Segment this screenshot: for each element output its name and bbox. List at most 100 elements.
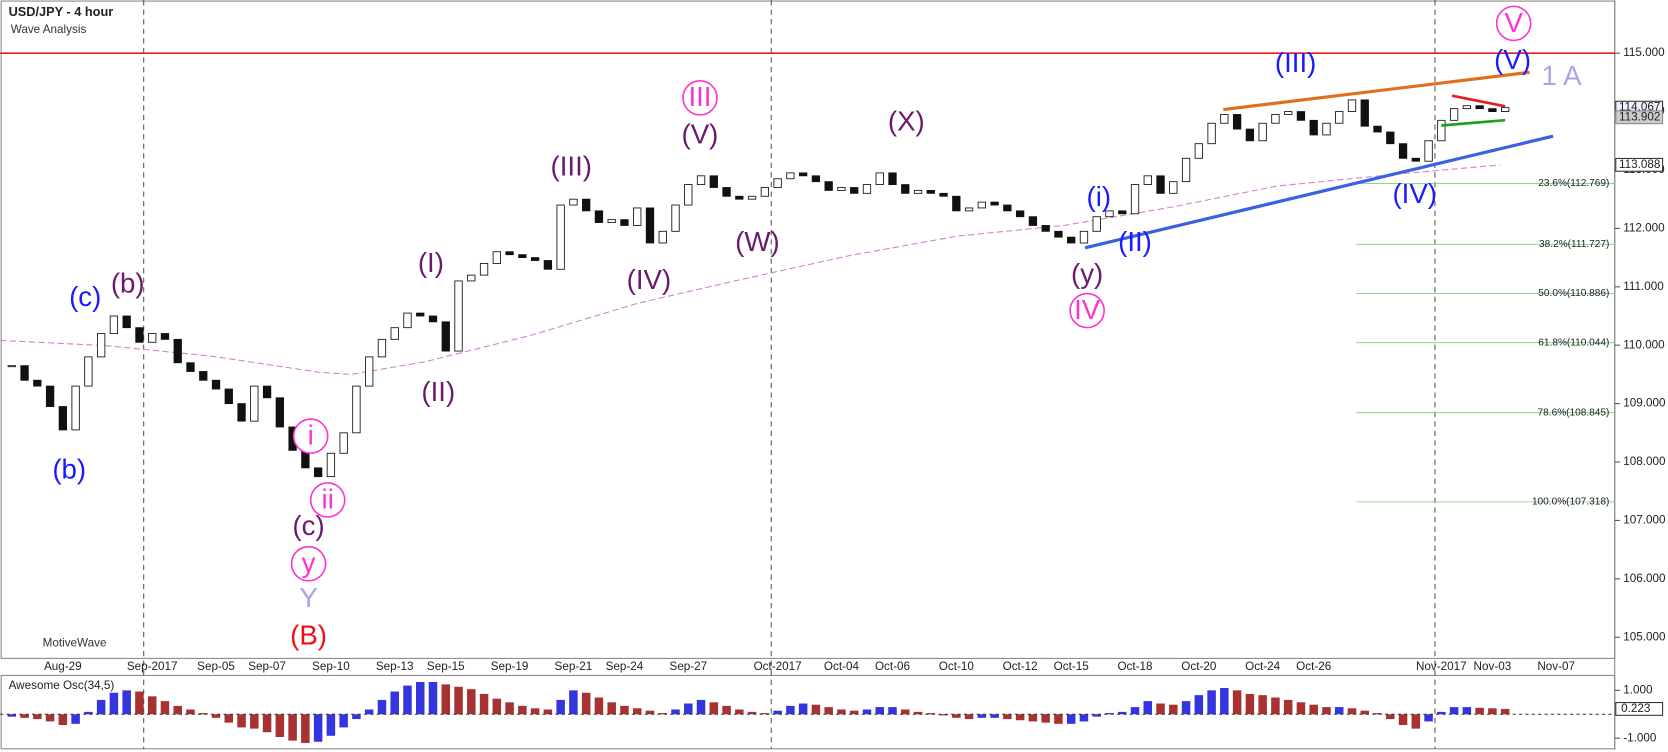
wave-label: (b) (111, 267, 145, 298)
candle (237, 403, 246, 422)
wave-label: (II) (421, 376, 455, 407)
osc-bar (173, 705, 182, 715)
candle (122, 315, 131, 329)
candle (1296, 111, 1306, 121)
wave-label: V (1504, 7, 1523, 38)
osc-bar (671, 709, 680, 715)
osc-bar (199, 713, 208, 715)
candle (71, 385, 80, 431)
osc-bar (569, 690, 578, 715)
x-tick-label: Sep-27 (669, 660, 707, 673)
osc-bar (607, 702, 616, 715)
candle (1462, 105, 1472, 110)
x-tick-label: Sep-07 (248, 660, 286, 673)
candle (1488, 108, 1497, 112)
osc-bar (824, 707, 833, 715)
candle (1067, 236, 1076, 244)
candle (1437, 119, 1446, 142)
osc-bar (862, 709, 872, 715)
osc-bar (939, 714, 948, 716)
wave-label: (c) (69, 281, 101, 312)
fib-label: 50.0%(110.886) (1538, 288, 1609, 299)
candle (671, 204, 680, 232)
candle (1118, 210, 1127, 215)
osc-bar (505, 702, 514, 715)
osc-bar (492, 698, 502, 715)
candle (199, 371, 208, 381)
osc-bar (390, 691, 399, 715)
osc-bar (926, 713, 936, 715)
candle (824, 181, 833, 191)
candle (1347, 99, 1357, 112)
candle (45, 385, 55, 407)
osc-bar (288, 714, 297, 741)
candle (582, 198, 591, 212)
osc-bar (952, 714, 961, 718)
x-tick-label: Nov-2017 (1416, 660, 1467, 673)
osc-bar (301, 714, 310, 743)
candle (1411, 157, 1420, 162)
candle (901, 184, 910, 194)
osc-bar (1117, 711, 1127, 715)
osc-bar (1003, 714, 1012, 720)
osc-bar (1041, 714, 1050, 723)
osc-bar (45, 714, 55, 722)
current-value-label: 0.223 (1621, 702, 1650, 715)
osc-bar (352, 714, 361, 720)
wave-circle (292, 418, 329, 454)
x-tick-label: Sep-19 (491, 660, 529, 673)
candle (1143, 175, 1152, 186)
candle (352, 385, 361, 434)
candle (645, 207, 655, 244)
osc-bar (696, 699, 706, 715)
fib-label: 78.6%(108.845) (1538, 407, 1610, 418)
candle (1130, 184, 1140, 215)
osc-bar (1449, 707, 1459, 715)
candle (1501, 107, 1510, 112)
candle (339, 432, 348, 454)
wave-label: (W) (735, 226, 780, 257)
candle (799, 172, 808, 177)
candle (416, 312, 425, 317)
wave-label: 1 A (1542, 60, 1583, 91)
x-tick-label: Oct-2017 (754, 660, 802, 673)
osc-bar (1054, 714, 1063, 724)
candle (1232, 114, 1242, 130)
osc-bar (1015, 714, 1025, 721)
osc-bar (1296, 702, 1306, 715)
candle (530, 257, 540, 261)
price-label: 113.088 (1619, 158, 1660, 171)
candle (479, 263, 489, 276)
candle (441, 321, 450, 352)
x-tick-label: Sep-21 (555, 660, 593, 673)
fib-label: 38.2%(111.727) (1539, 239, 1609, 250)
candle (913, 189, 923, 194)
candle (1092, 216, 1101, 232)
candle (492, 251, 501, 264)
candle (467, 274, 476, 282)
osc-bar (1309, 704, 1318, 715)
candle (148, 333, 157, 343)
wave-circle (309, 482, 346, 518)
osc-bar (811, 704, 821, 715)
osc-bar (1437, 711, 1446, 715)
osc-bar (1143, 701, 1153, 715)
osc-bar (1322, 707, 1331, 715)
candle (1271, 114, 1280, 124)
wave-label: i (308, 419, 314, 450)
candle (569, 198, 578, 206)
candle (633, 207, 642, 226)
price-label-box (1615, 110, 1664, 125)
osc-bar (709, 702, 719, 715)
osc-bar (1232, 690, 1242, 715)
trend-line (1084, 134, 1554, 250)
candle (1169, 181, 1178, 194)
candle (760, 187, 770, 197)
candle (1284, 111, 1293, 115)
osc-bar (849, 710, 859, 715)
osc-bar (58, 714, 68, 726)
candle (1028, 216, 1038, 226)
osc-bar (403, 685, 412, 715)
x-tick-label: Sep-05 (197, 660, 235, 673)
